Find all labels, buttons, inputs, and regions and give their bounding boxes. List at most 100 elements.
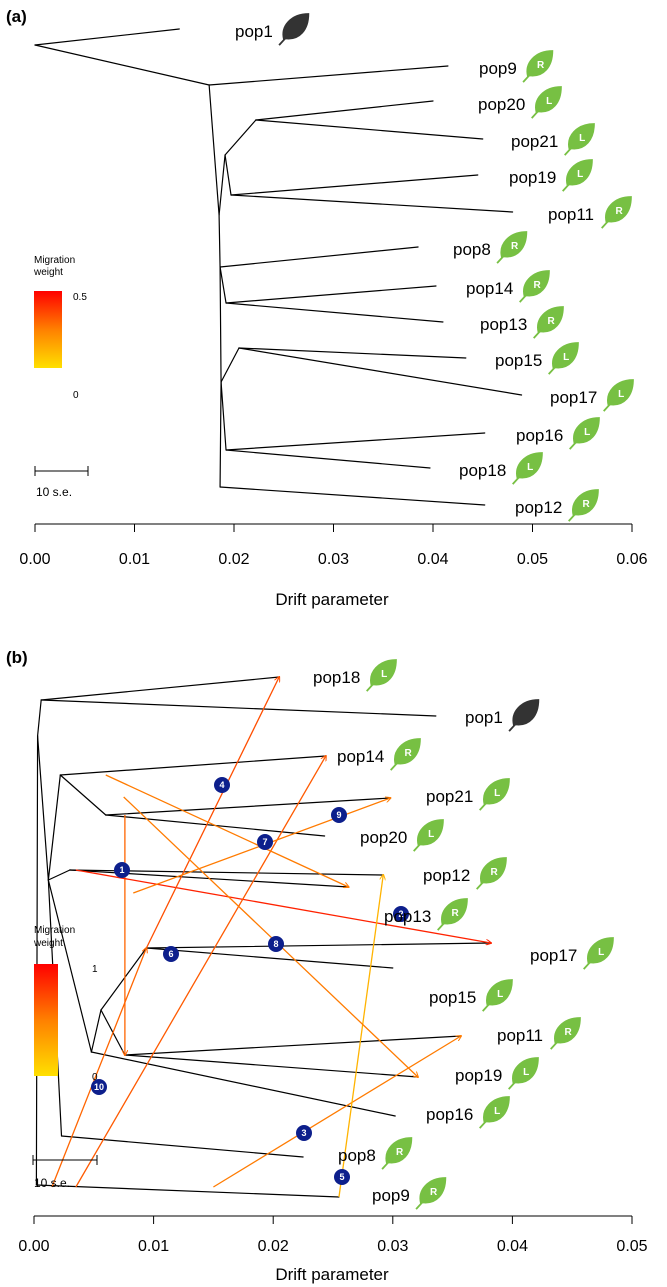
green-leaf-icon: L	[563, 122, 596, 156]
tip-label-pop19: pop19	[455, 1066, 502, 1085]
green-leaf-icon: L	[481, 978, 514, 1012]
tree-branch	[218, 154, 226, 216]
leaf-letter: L	[584, 427, 590, 438]
legend-a-min: 0	[73, 390, 79, 401]
migration-edge-7	[105, 774, 349, 887]
migration-badge-label: 8	[273, 939, 278, 949]
migration-badge-6: 6	[163, 946, 179, 962]
leaf-letter: L	[563, 352, 569, 363]
branch-pop1	[34, 28, 180, 46]
tree-branch	[100, 947, 148, 1011]
legend-b-title-line2: weight	[33, 938, 63, 949]
migration-edge-2	[75, 869, 491, 943]
green-leaf-icon: L	[507, 1056, 540, 1090]
tree-branch	[47, 879, 93, 1053]
tree-branch	[36, 699, 42, 737]
branch-pop1	[40, 699, 437, 717]
tree-branch	[219, 266, 227, 304]
green-leaf-icon: R	[381, 1136, 413, 1170]
tip-label-pop8: pop8	[453, 240, 491, 259]
tip-label-pop13: pop13	[384, 907, 431, 926]
branch-pop18	[40, 676, 280, 701]
tip-label-pop16: pop16	[426, 1105, 473, 1124]
branch-pop13	[225, 302, 444, 323]
migration-badge-label: 2	[398, 909, 403, 919]
scale-bar-a-label: 10 s.e.	[36, 485, 72, 499]
tree-branch	[224, 119, 257, 156]
migration-badge-label: 6	[168, 949, 173, 959]
legend-a-title-line1: Migration	[34, 255, 75, 266]
migration-edge-10	[51, 948, 146, 1188]
tree-a-branches	[34, 28, 523, 506]
x-tick-label: 0.02	[258, 1238, 289, 1255]
tree-branch	[220, 347, 240, 383]
branch-pop19	[124, 1054, 419, 1078]
green-leaf-icon: L	[478, 777, 511, 811]
green-leaf-icon: L	[365, 658, 398, 692]
x-axis-a: 0.00 0.01 0.02 0.03 0.04 0.05 0.06	[19, 523, 648, 568]
leaf-letter: R	[491, 867, 499, 878]
green-leaf-icon: R	[600, 195, 633, 229]
dark-leaf-icon	[278, 12, 310, 46]
x-tick-label: 0.00	[18, 1238, 49, 1255]
tip-label-pop20: pop20	[360, 828, 407, 847]
leaf-letter: R	[548, 316, 556, 327]
tree-branch	[36, 735, 49, 881]
leaf-letter: L	[579, 133, 585, 144]
tree-branch	[34, 44, 210, 86]
migration-badge-9: 9	[331, 807, 347, 823]
x-tick-label: 0.01	[119, 551, 150, 568]
green-leaf-icon: R	[436, 897, 469, 931]
scale-bar-b-label: 10 s.e.	[34, 1176, 70, 1190]
leaf-letter: L	[494, 788, 500, 799]
tree-branch	[219, 381, 222, 488]
green-leaf-icon: L	[568, 416, 601, 450]
tip-label-pop15: pop15	[495, 351, 542, 370]
branch-pop21	[255, 119, 484, 140]
green-leaf-icon: R	[567, 488, 600, 522]
green-leaf-icon: R	[518, 269, 551, 303]
leaf-letter: R	[565, 1027, 573, 1038]
tip-label-pop18: pop18	[459, 461, 506, 480]
green-leaf-icon: R	[522, 49, 554, 83]
migration-badge-3: 3	[296, 1125, 312, 1141]
green-leaf-icon: L	[412, 818, 445, 852]
green-leaf-icon: R	[475, 856, 508, 890]
migration-edge-4	[145, 677, 279, 949]
leaf-letter: R	[534, 280, 542, 291]
x-axis-b-title: Drift parameter	[275, 1265, 389, 1284]
tip-label-pop19: pop19	[509, 168, 556, 187]
branch-pop15	[145, 947, 394, 969]
leaf-letter: L	[527, 462, 533, 473]
branch-pop14	[225, 285, 437, 304]
x-tick-label: 0.04	[497, 1238, 528, 1255]
legend-b: Migration weight 1 0	[33, 925, 98, 1083]
leaf-letter: R	[583, 499, 591, 510]
migration-badge-5: 5	[334, 1169, 350, 1185]
legend-b-title-line1: Migration	[34, 925, 75, 936]
green-leaf-icon: R	[496, 230, 528, 264]
x-tick-label: 0.03	[318, 551, 349, 568]
tip-label-pop9: pop9	[479, 59, 517, 78]
tip-label-pop12: pop12	[423, 866, 470, 885]
tip-label-pop20: pop20	[478, 95, 525, 114]
branch-pop9	[35, 1184, 340, 1198]
green-leaf-icon: L	[478, 1095, 511, 1129]
branch-pop16	[225, 432, 486, 451]
dark-leaf-icon	[508, 698, 540, 732]
migration-badge-label: 9	[336, 810, 341, 820]
migration-badge-label: 4	[219, 780, 224, 790]
legend-b-colorbar	[34, 964, 58, 1076]
tree-branch	[47, 869, 71, 881]
migration-badge-1: 1	[114, 862, 130, 878]
leaf-letter: R	[396, 1147, 404, 1158]
x-tick-label: 0.01	[138, 1238, 169, 1255]
leaf-letter: L	[618, 389, 624, 400]
x-tick-label: 0.04	[417, 551, 448, 568]
branch-pop8	[60, 1135, 304, 1158]
tip-label-pop18: pop18	[313, 668, 360, 687]
x-axis-b: 0.00 0.01 0.02 0.03 0.04 0.05	[18, 1215, 648, 1255]
